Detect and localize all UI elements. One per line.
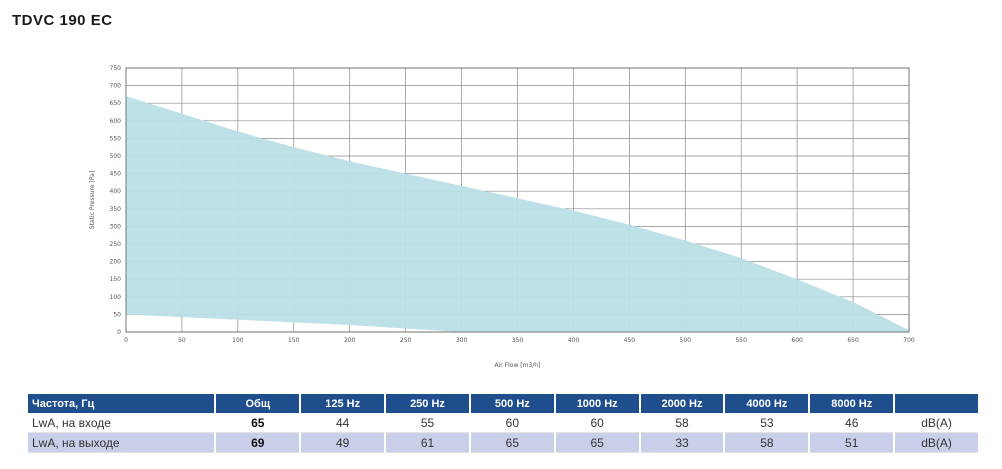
y-tick-label: 0 [117, 329, 121, 336]
y-tick-label: 150 [110, 276, 122, 283]
fan-performance-chart: 0 50 100 150 200 250 300 350 400 450 500 550 600 650 7… [89, 65, 915, 369]
header-125hz: 125 Hz [301, 394, 385, 413]
operating-range-area [126, 96, 909, 332]
table-row-outlet: LwA, на выходе 69 49 61 65 65 33 58 51 d… [28, 433, 978, 453]
cell-1000hz: 65 [555, 433, 639, 453]
x-tick-label: 650 [847, 337, 859, 344]
y-tick-label: 600 [110, 118, 122, 125]
y-tick-label: 300 [110, 223, 122, 230]
cell-8000hz: 46 [810, 413, 894, 433]
x-tick-label: 450 [624, 337, 636, 344]
plot-frame [125, 67, 910, 333]
unit-cell: dB(A) [895, 433, 978, 453]
cell-500hz: 65 [470, 433, 554, 453]
x-tick-label: 200 [344, 337, 356, 344]
x-tick-label: 300 [456, 337, 468, 344]
x-tick-label: 150 [288, 337, 300, 344]
y-tick-label: 750 [110, 65, 122, 72]
cell-2000hz: 58 [640, 413, 724, 433]
sound-power-table: Частота, Гц Общ 125 Hz 250 Hz 500 Hz 100… [26, 394, 980, 453]
row-label: LwA, на входе [28, 413, 215, 433]
x-tick-label: 100 [232, 337, 244, 344]
header-500hz: 500 Hz [470, 394, 554, 413]
x-tick-label: 500 [680, 337, 692, 344]
header-1000hz: 1000 Hz [555, 394, 639, 413]
cell-4000hz: 58 [725, 433, 809, 453]
x-tick-label: 700 [903, 337, 915, 344]
x-axis-label: Air Flow [m3/h] [495, 362, 541, 369]
total-value: 65 [216, 413, 300, 433]
y-axis-label: Static Pressure [Pa] [89, 171, 96, 229]
header-2000hz: 2000 Hz [640, 394, 724, 413]
y-tick-label: 500 [110, 153, 122, 160]
table-header-row: Частота, Гц Общ 125 Hz 250 Hz 500 Hz 100… [28, 394, 978, 413]
y-tick-label: 550 [110, 135, 122, 142]
x-tick-label: 0 [124, 337, 128, 344]
unit-cell: dB(A) [895, 413, 978, 433]
y-tick-label: 250 [110, 241, 122, 248]
cell-125hz: 44 [301, 413, 385, 433]
y-tick-label: 650 [110, 100, 122, 107]
header-8000hz: 8000 Hz [810, 394, 894, 413]
y-tick-label: 350 [110, 206, 122, 213]
x-tick-label: 400 [568, 337, 580, 344]
cell-2000hz: 33 [640, 433, 724, 453]
cell-125hz: 49 [301, 433, 385, 453]
cell-8000hz: 51 [810, 433, 894, 453]
y-tick-label: 50 [113, 311, 121, 318]
cell-1000hz: 60 [555, 413, 639, 433]
y-tick-label: 700 [110, 83, 122, 90]
x-tick-labels: 0 50 100 150 200 250 300 350 400 450 500 550 600 650 7… [124, 337, 915, 344]
x-tick-label: 50 [178, 337, 186, 344]
x-tick-label: 600 [791, 337, 803, 344]
y-tick-label: 400 [110, 188, 122, 195]
page-title: TDVC 190 EC [12, 12, 113, 29]
y-tick-label: 200 [110, 259, 122, 266]
cell-250hz: 61 [386, 433, 469, 453]
table-row-inlet: LwA, на входе 65 44 55 60 60 58 53 46 dB… [28, 413, 978, 433]
y-tick-label: 450 [110, 171, 122, 178]
header-total: Общ [216, 394, 300, 413]
x-tick-label: 350 [512, 337, 524, 344]
row-label: LwA, на выходе [28, 433, 215, 453]
cell-4000hz: 53 [725, 413, 809, 433]
y-tick-labels: 0 50 100 150 200 250 300 350 400 450 500 550 600 650 7… [110, 65, 122, 336]
header-frequency: Частота, Гц [28, 394, 215, 413]
x-tick-label: 250 [400, 337, 412, 344]
cell-500hz: 60 [470, 413, 554, 433]
x-tick-label: 550 [735, 337, 747, 344]
total-value: 69 [216, 433, 300, 453]
y-tick-label: 100 [110, 294, 122, 301]
cell-250hz: 55 [386, 413, 469, 433]
header-4000hz: 4000 Hz [725, 394, 809, 413]
header-250hz: 250 Hz [386, 394, 469, 413]
header-unit [895, 394, 978, 413]
